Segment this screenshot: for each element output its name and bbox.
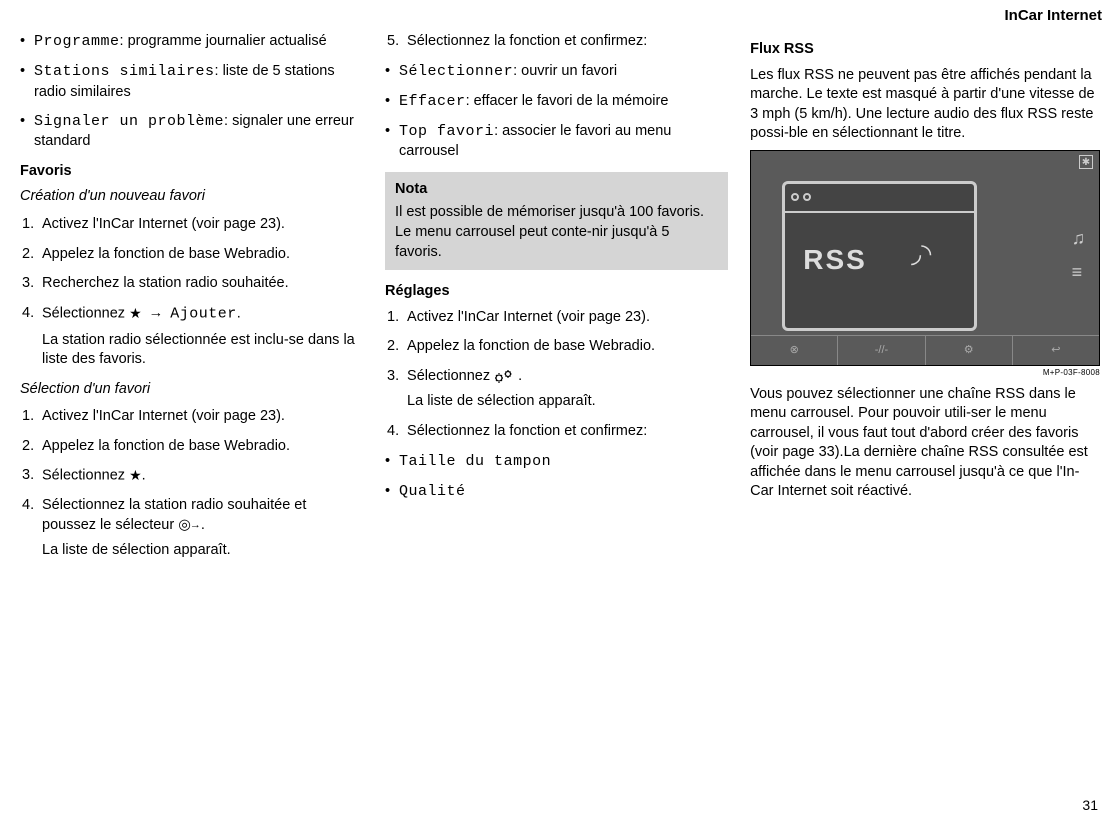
step-text: Sélectionnez [407,368,494,384]
content-columns: Programme: programme journalier actualis… [0,0,1112,571]
code-label: Effacer [399,93,466,110]
step-item: Appelez la fonction de base Webradio. [385,337,728,357]
step-item: Recherchez la station radio souhaitée. [20,274,363,294]
list-item: Sélectionner: ouvrir un favori [385,62,728,82]
code-label: Programme [34,33,120,50]
code-label: Taille du tampon [399,453,551,470]
list-item: Programme: programme journalier actualis… [20,32,363,52]
step-text: Sélectionnez [42,305,129,321]
column-2: Sélectionnez la fonction et confirmez: S… [385,32,728,571]
bar-cell: -//- [838,336,925,365]
list-item: Effacer: effacer le favori de la mémoire [385,92,728,112]
page-number: 31 [1082,796,1098,815]
step-item: Appelez la fonction de base Webradio. [20,437,363,457]
step-text: . [237,305,241,321]
nota-body: Il est possible de mémoriser jusqu'à 100… [395,203,718,262]
bar-cell: ↩ [1013,336,1099,365]
flux-after: Vous pouvez sélectionner une chaîne RSS … [750,385,1100,502]
step-text: Sélectionnez la station radio souhaitée … [42,497,306,533]
flux-body: Les flux RSS ne peuvent pas être affiché… [750,66,1100,144]
step-result: La liste de sélection apparaît. [42,541,363,561]
rss-wave-icon: ◞◝ [911,236,931,271]
column-3: Flux RSS Les flux RSS ne peuvent pas êtr… [750,32,1100,571]
nota-box: Nota Il est possible de mémoriser jusqu'… [385,172,728,270]
creation-subhead: Création d'un nouveau favori [20,187,363,207]
note-icon: ♫ [1072,226,1086,250]
code-label: Signaler un problème [34,113,224,130]
right-icon: → [190,518,201,533]
bottom-bar: ⊗ -//- ⚙ ↩ [751,335,1099,365]
column-1: Programme: programme journalier actualis… [20,32,363,571]
step-item: Sélectionnez la fonction et confirmez: [385,422,728,442]
action-list: Sélectionner: ouvrir un favori Effacer: … [385,62,728,162]
code-label: Qualité [399,483,466,500]
bars-icon: ≡ [1072,260,1086,284]
step-item: Appelez la fonction de base Webradio. [20,245,363,265]
bar-cell: ⊗ [751,336,838,365]
feature-list: Programme: programme journalier actualis… [20,32,363,152]
list-item: Taille du tampon [385,452,728,472]
list-item: Qualité [385,482,728,502]
gear-icon [494,368,518,384]
image-reference: M+P-03F-8008 [750,368,1100,379]
step-text: . [142,468,146,484]
favoris-heading: Favoris [20,162,363,182]
arrow-icon: → [149,304,164,324]
selection-subhead: Sélection d'un favori [20,380,363,400]
selector-icon: ◎→ [178,516,201,536]
list-item: Stations similaires: liste de 5 stations… [20,62,363,102]
star-icon: ★ [129,304,142,323]
side-icons: ♫ ≡ [1072,226,1086,285]
list-item: Signaler un problème: signaler une erreu… [20,112,363,152]
page-header: InCar Internet [1004,6,1102,26]
step-item: Sélectionnez la fonction et confirmez: [385,32,728,52]
rss-screenshot: ✱ RSS ◞◝ ♫ ≡ ⊗ -//- ⚙ ↩ [750,150,1100,366]
star-icon: ★ [129,466,142,485]
step-item: Activez l'InCar Internet (voir page 23). [20,215,363,235]
step-result: La liste de sélection apparaît. [407,392,728,412]
selection-steps: Activez l'InCar Internet (voir page 23).… [20,407,363,561]
nota-title: Nota [395,180,718,200]
bar-cell: ⚙ [926,336,1013,365]
step-text: . [201,517,205,533]
step-item: Sélectionnez ★. [20,466,363,486]
option-list: Taille du tampon Qualité [385,452,728,503]
step-item: Sélectionnez ★ → Ajouter. La station rad… [20,304,363,370]
continued-steps: Sélectionnez la fonction et confirmez: [385,32,728,52]
step-text: Sélectionnez [42,468,129,484]
creation-steps: Activez l'InCar Internet (voir page 23).… [20,215,363,370]
step-item: Activez l'InCar Internet (voir page 23). [385,308,728,328]
bluetooth-icon: ✱ [1079,155,1093,169]
desc-text: : ouvrir un favori [513,63,617,79]
reglages-steps: Activez l'InCar Internet (voir page 23).… [385,308,728,442]
code-label: Stations similaires [34,63,215,80]
reglages-heading: Réglages [385,282,728,302]
list-item: Top favori: associer le favori au menu c… [385,122,728,162]
code-label: Top favori [399,123,494,140]
code-label: Sélectionner [399,63,513,80]
step-item: Activez l'InCar Internet (voir page 23). [20,407,363,427]
step-text: . [518,368,522,384]
rss-label: RSS [803,241,867,279]
flux-heading: Flux RSS [750,40,1100,60]
desc-text: : effacer le favori de la mémoire [466,93,669,109]
step-result: La station radio sélectionnée est inclu-… [42,331,363,370]
step-item: Sélectionnez la station radio souhaitée … [20,496,363,561]
desc-text: : programme journalier actualisé [120,33,327,49]
step-item: Sélectionnez . La liste de sélection app… [385,367,728,412]
code-label: Ajouter [170,305,237,322]
